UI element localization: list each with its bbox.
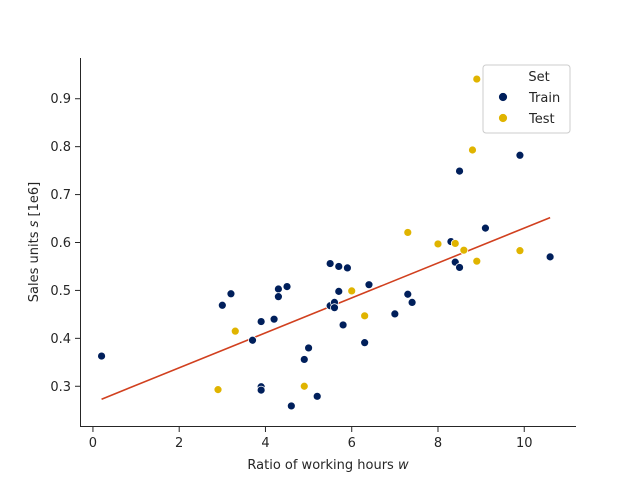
axes-layer — [80, 58, 576, 427]
y-axis-variable: s — [27, 220, 42, 227]
data-point-train — [269, 314, 279, 324]
data-point-train — [217, 300, 227, 310]
data-point-test — [360, 311, 370, 321]
x-tick-label: 2 — [175, 436, 183, 451]
y-tick-label: 0.3 — [50, 380, 71, 395]
legend-title: Set — [528, 70, 549, 85]
data-point-test — [468, 145, 477, 155]
y-axis-label: Sales units s [1e6] — [27, 182, 42, 302]
data-point-train — [299, 355, 309, 364]
data-point-train — [455, 166, 464, 176]
data-point-train — [256, 385, 266, 395]
legend-marker-train — [498, 92, 508, 102]
y-ticks: 0.3 0.4 0.5 0.6 0.7 0.8 0.9 — [50, 92, 80, 395]
data-point-train — [325, 259, 335, 268]
data-point-train — [282, 282, 292, 291]
data-point-test — [299, 381, 309, 391]
x-tick-label: 4 — [261, 436, 269, 451]
legend-label-train: Train — [528, 91, 560, 106]
data-point-train — [334, 262, 344, 271]
x-tick-label: 8 — [434, 436, 442, 451]
data-point-train — [360, 338, 370, 348]
data-point-test — [472, 256, 482, 266]
y-axis-suffix: [1e6] — [27, 182, 42, 217]
x-tick-label: 10 — [516, 436, 533, 451]
y-tick-label: 0.4 — [50, 332, 71, 347]
data-point-train — [312, 391, 322, 401]
series-train — [97, 150, 555, 411]
data-point-train — [273, 284, 283, 294]
legend: Set Train Test — [482, 64, 571, 134]
data-point-test — [472, 74, 482, 84]
data-point-test — [403, 228, 413, 237]
legend-label-test: Test — [528, 112, 555, 127]
data-point-train — [330, 303, 339, 313]
data-point-train — [515, 150, 525, 160]
data-point-train — [407, 298, 417, 307]
regression-line — [101, 216, 551, 400]
x-ticks: 0 2 4 6 8 10 — [89, 427, 533, 451]
data-point-test — [347, 286, 357, 296]
data-point-test — [213, 385, 223, 395]
data-point-train — [226, 289, 236, 299]
data-point-train — [97, 351, 106, 361]
data-point-train — [334, 286, 344, 296]
data-point-test — [515, 246, 525, 256]
data-point-test — [450, 239, 460, 248]
data-point-train — [338, 320, 348, 330]
data-point-train — [286, 401, 296, 411]
x-tick-label: 0 — [89, 436, 97, 451]
x-tick-label: 6 — [348, 436, 356, 451]
x-axis-variable: w — [398, 458, 409, 473]
data-point-train — [248, 335, 257, 345]
y-tick-label: 0.7 — [50, 188, 71, 203]
data-point-train — [273, 292, 283, 302]
data-point-test — [230, 326, 240, 336]
data-point-train — [364, 280, 374, 290]
y-tick-label: 0.8 — [50, 140, 71, 155]
x-axis-label: Ratio of working hours w — [247, 458, 409, 473]
regression-line-layer — [101, 216, 551, 400]
series-test — [213, 74, 525, 395]
data-point-train — [390, 309, 400, 319]
data-point-train — [256, 317, 266, 326]
data-points-layer — [97, 74, 555, 411]
data-point-train — [455, 263, 464, 272]
data-point-test — [459, 245, 469, 255]
data-point-test — [433, 239, 443, 249]
data-point-train — [343, 263, 352, 273]
y-tick-label: 0.9 — [50, 92, 71, 107]
y-tick-label: 0.5 — [50, 284, 71, 299]
data-point-train — [304, 343, 313, 353]
data-point-train — [403, 289, 413, 299]
y-tick-label: 0.6 — [50, 236, 71, 251]
data-point-train — [545, 252, 555, 262]
data-point-train — [481, 223, 490, 233]
legend-marker-test — [498, 113, 508, 123]
